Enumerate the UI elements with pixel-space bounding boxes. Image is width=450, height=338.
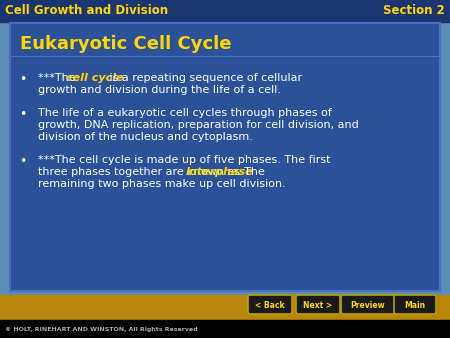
- Text: •: •: [19, 108, 27, 121]
- Text: ***The cell cycle is made up of five phases. The first: ***The cell cycle is made up of five pha…: [38, 155, 330, 165]
- Text: growth and division during the life of a cell.: growth and division during the life of a…: [38, 85, 281, 95]
- Text: •: •: [19, 155, 27, 168]
- Text: Main: Main: [405, 300, 426, 310]
- Text: Cell Growth and Division: Cell Growth and Division: [5, 4, 168, 18]
- Text: •: •: [19, 73, 27, 86]
- Text: is a repeating sequence of cellular: is a repeating sequence of cellular: [106, 73, 302, 83]
- Bar: [0, 0, 450, 295]
- Text: < Back: < Back: [255, 300, 285, 310]
- Text: ***The: ***The: [38, 73, 79, 83]
- Text: remaining two phases make up cell division.: remaining two phases make up cell divisi…: [38, 179, 286, 189]
- Text: cell cycle: cell cycle: [66, 73, 124, 83]
- Text: Section 2: Section 2: [383, 4, 445, 18]
- FancyBboxPatch shape: [296, 295, 340, 314]
- Text: Preview: Preview: [351, 300, 385, 310]
- FancyBboxPatch shape: [248, 295, 292, 314]
- Text: division of the nucleus and cytoplasm.: division of the nucleus and cytoplasm.: [38, 132, 253, 142]
- FancyBboxPatch shape: [394, 295, 436, 314]
- Text: Next >: Next >: [303, 300, 333, 310]
- Text: growth, DNA replication, preparation for cell division, and: growth, DNA replication, preparation for…: [38, 120, 359, 130]
- Text: interphase: interphase: [186, 167, 254, 177]
- Text: Eukaryotic Cell Cycle: Eukaryotic Cell Cycle: [20, 35, 231, 53]
- Bar: [0, 295, 450, 320]
- Text: . The: . The: [237, 167, 265, 177]
- FancyBboxPatch shape: [341, 295, 395, 314]
- Text: three phases together are known as: three phases together are known as: [38, 167, 243, 177]
- Text: The life of a eukaryotic cell cycles through phases of: The life of a eukaryotic cell cycles thr…: [38, 108, 332, 118]
- Bar: [0, 0, 450, 22]
- Bar: [0, 320, 450, 338]
- Bar: [10, 23, 440, 291]
- Text: © HOLT, RINEHART AND WINSTON, All Rights Reserved: © HOLT, RINEHART AND WINSTON, All Rights…: [5, 327, 198, 332]
